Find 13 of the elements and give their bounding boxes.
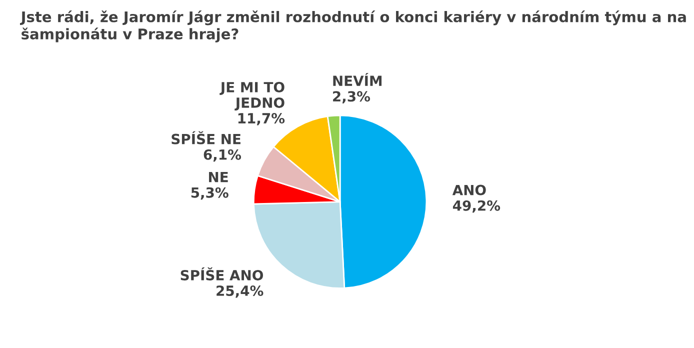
data-label: 11,7% (238, 113, 285, 126)
slice-label: SPÍŠE ANO (180, 267, 263, 280)
slice-label: SPÍŠE NE (172, 131, 240, 144)
data-label: 6,1% (204, 149, 242, 162)
slice-label: JE MI TO JEDNO (220, 82, 284, 111)
slice-label: NEVÍM (333, 73, 382, 86)
data-label: 2,3% (333, 91, 370, 104)
data-label: 49,2% (452, 200, 500, 213)
slice-label: NE (209, 172, 228, 182)
data-label: 5,3% (191, 187, 228, 200)
data-label: 25,4% (216, 286, 264, 298)
chart-title: Jste rádi, že Jaromír Jágr změnil rozhodnutí o konci kariéry v národním týmu a na šampionátu v Praze hraje? (20, 10, 686, 42)
slice-label: ANO (452, 184, 486, 196)
